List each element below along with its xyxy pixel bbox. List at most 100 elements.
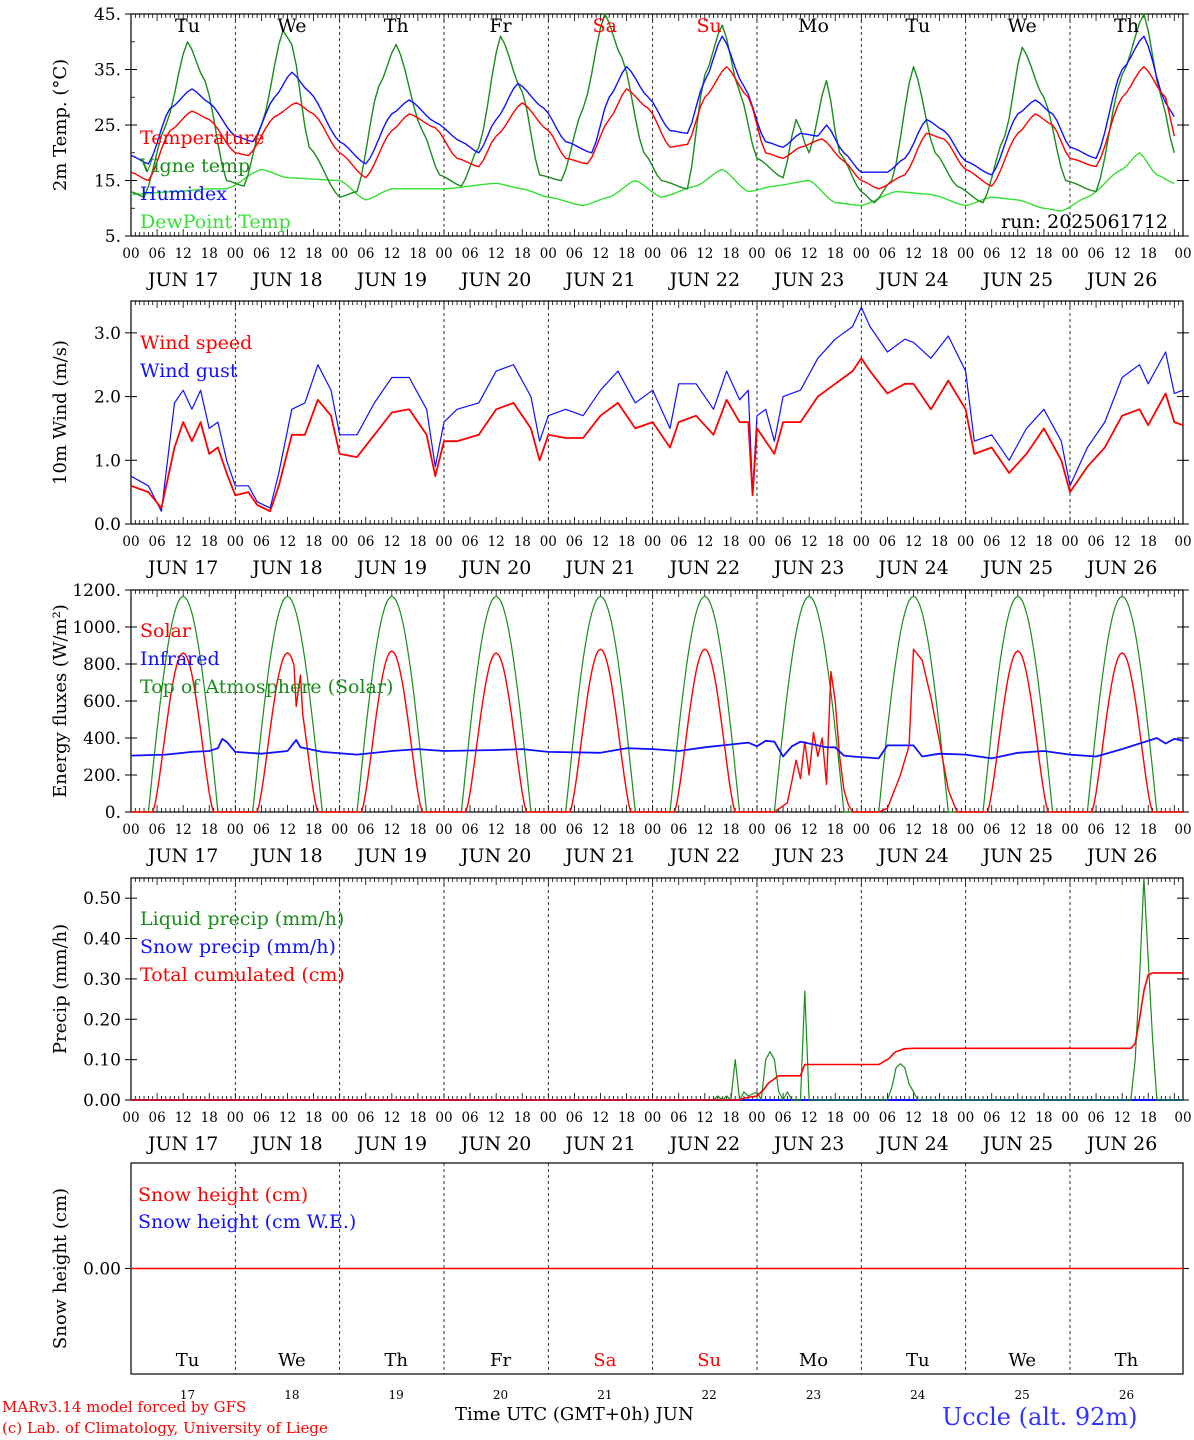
series-line-wind-gust: [130, 306, 1184, 512]
x-hour-label: 06: [357, 534, 374, 550]
x-hour-label: 12: [905, 1110, 922, 1126]
x-hour-label: 00: [748, 822, 765, 838]
x-hour-label: 06: [670, 1110, 687, 1126]
series-line-infrared: [130, 737, 1184, 760]
x-date-label: JUN 20: [459, 557, 531, 579]
x-hour-label: 00: [331, 246, 348, 262]
day-number-label: 22: [702, 1388, 717, 1402]
y-tick-label: 0.0: [94, 515, 121, 535]
x-hour-label: 12: [383, 822, 400, 838]
day-abbr-label: Mo: [799, 1350, 828, 1371]
x-hour-label: 00: [122, 822, 139, 838]
y-tick-label: 0.00: [83, 1260, 121, 1280]
y-tick-label: 35.: [94, 61, 121, 81]
x-date-label: JUN 19: [355, 1133, 427, 1155]
x-hour-label: 06: [774, 1110, 791, 1126]
x-date-label: JUN 20: [459, 1133, 531, 1155]
x-hour-label: 12: [592, 246, 609, 262]
x-hour-label: 18: [931, 1110, 948, 1126]
legend-entry: Total cumulated (cm): [140, 964, 345, 986]
x-hour-label: 18: [514, 534, 531, 550]
x-hour-label: 00: [748, 534, 765, 550]
y-tick-label: 15.: [94, 172, 121, 192]
day-number-label: 19: [389, 1388, 404, 1402]
x-hour-label: 00: [331, 1110, 348, 1126]
y-tick-label: 5.: [105, 227, 121, 247]
y-tick-label: 600.: [83, 692, 121, 712]
x-hour-label: 00: [957, 534, 974, 550]
x-hour-label: 06: [253, 534, 270, 550]
x-date-label: JUN 25: [981, 845, 1053, 867]
day-abbr-label: Sa: [593, 15, 617, 37]
x-hour-label: 06: [148, 246, 165, 262]
day-abbr-label: Su: [697, 15, 722, 37]
x-hour-label: 00: [853, 534, 870, 550]
x-date-label: JUN 17: [146, 269, 218, 291]
day-abbr-label: Fr: [489, 15, 512, 37]
y-tick-label: 0.00: [83, 1091, 121, 1111]
x-hour-label: 18: [827, 822, 844, 838]
x-hour-label: 00: [1174, 822, 1191, 838]
x-hour-label: 18: [722, 1110, 739, 1126]
x-hour-label: 12: [1009, 246, 1026, 262]
x-date-label: JUN 23: [772, 1133, 844, 1155]
x-hour-label: 06: [670, 822, 687, 838]
x-hour-label: 18: [1035, 246, 1052, 262]
legend-entry: Wind speed: [140, 332, 252, 354]
station-label: Uccle (alt. 92m): [942, 1403, 1138, 1431]
x-date-label: JUN 26: [1085, 845, 1157, 867]
x-hour-label: 06: [566, 822, 583, 838]
x-hour-label: 18: [514, 822, 531, 838]
day-abbr-label: Th: [1115, 1350, 1139, 1371]
series-line-liquid-precip: [131, 877, 1183, 1101]
x-hour-label: 12: [592, 1110, 609, 1126]
x-date-label: JUN 23: [772, 557, 844, 579]
x-hour-label: 00: [122, 534, 139, 550]
day-abbr-label: Tu: [906, 1350, 930, 1371]
x-hour-label: 12: [1114, 534, 1131, 550]
x-hour-label: 18: [305, 246, 322, 262]
y-axis-label: 2m Temp. (°C): [50, 59, 71, 191]
x-date-label: JUN 26: [1085, 1133, 1157, 1155]
x-hour-label: 12: [1009, 822, 1026, 838]
x-hour-label: 06: [253, 1110, 270, 1126]
x-hour-label: 12: [905, 822, 922, 838]
x-hour-label: 00: [644, 822, 661, 838]
x-date-label: JUN 26: [1085, 557, 1157, 579]
x-hour-label: 00: [1174, 534, 1191, 550]
x-hour-label: 12: [1009, 1110, 1026, 1126]
x-date-label: JUN 18: [250, 1133, 322, 1155]
x-date-label: JUN 17: [146, 557, 218, 579]
panel-energy: 0. 200. 400. 600. 800. 1000. 1200.Energy fluxe…: [50, 581, 1192, 867]
x-hour-label: 00: [331, 534, 348, 550]
x-hour-label: 00: [1061, 822, 1078, 838]
panel-temperature: 5. 15. 25. 35. 45. 2m Temp. (°C) 00 06 12 18 JUN 1…: [50, 5, 1192, 291]
y-tick-label: 0.50: [83, 889, 121, 909]
x-hour-label: 00: [540, 246, 557, 262]
x-hour-label: 12: [1114, 1110, 1131, 1126]
x-hour-label: 12: [488, 822, 505, 838]
x-hour-label: 12: [383, 1110, 400, 1126]
day-abbr-label: We: [278, 1350, 306, 1371]
day-abbr-label: Fr: [490, 1350, 511, 1371]
panel-wind: 0.0 1.0 2.0 3.0 10m Wind (m/s) 00 06 12 18 JUN 17…: [50, 300, 1192, 579]
legend-entry: Snow precip (mm/h): [140, 936, 336, 958]
y-axis-label: Snow height (cm): [50, 1188, 71, 1349]
x-hour-label: 06: [774, 246, 791, 262]
x-date-label: JUN 20: [459, 845, 531, 867]
x-hour-label: 00: [644, 1110, 661, 1126]
y-axis-label: 10m Wind (m/s): [50, 340, 71, 485]
x-hour-label: 18: [305, 534, 322, 550]
day-abbr-label: Su: [697, 1350, 721, 1371]
x-hour-label: 06: [461, 1110, 478, 1126]
x-hour-label: 12: [175, 246, 192, 262]
x-hour-label: 18: [1035, 1110, 1052, 1126]
series-line-humidex: [130, 35, 1175, 176]
x-hour-label: 18: [931, 534, 948, 550]
x-hour-label: 18: [1140, 246, 1157, 262]
x-hour-label: 18: [201, 534, 218, 550]
x-hour-label: 00: [435, 534, 452, 550]
y-tick-label: 0.: [105, 803, 121, 823]
y-tick-label: 0.40: [83, 930, 121, 950]
x-hour-label: 00: [748, 246, 765, 262]
